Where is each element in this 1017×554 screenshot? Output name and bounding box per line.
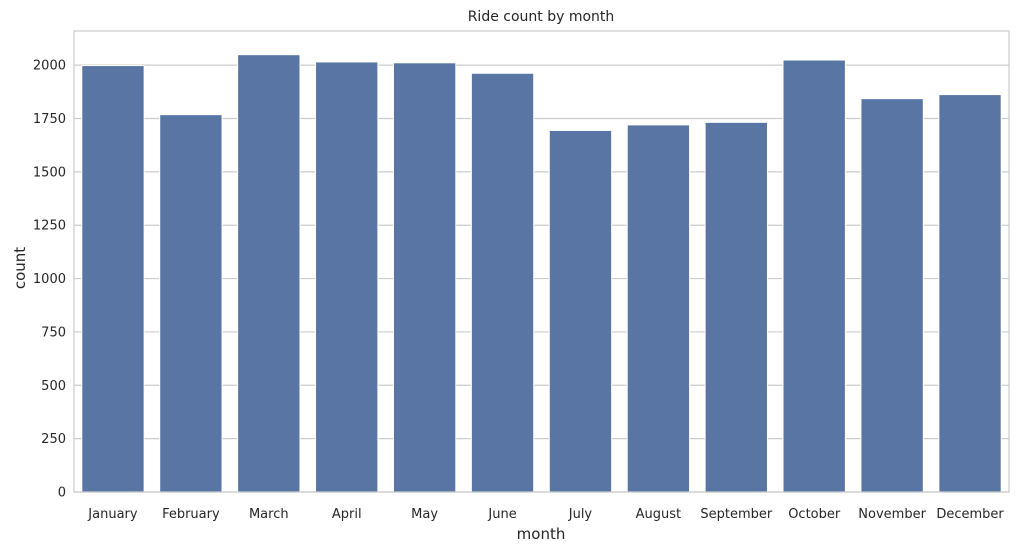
bar-layer	[81, 54, 1002, 493]
y-tick-label: 750	[41, 325, 66, 340]
y-tick-label: 1500	[33, 165, 66, 180]
x-tick-labels: January February March April May June July Augu…	[87, 507, 1004, 522]
x-tick-label: January	[87, 507, 138, 522]
bar-october	[782, 59, 846, 493]
y-tick-label: 0	[58, 486, 66, 501]
bar-december	[938, 94, 1002, 493]
bar-august	[626, 124, 691, 493]
x-tick-label: October	[788, 507, 841, 522]
x-tick-label: April	[332, 507, 362, 522]
x-tick-label: July	[568, 507, 593, 522]
y-tick-label: 1750	[33, 112, 66, 127]
bar-july	[548, 129, 613, 493]
y-tick-label: 2000	[33, 59, 66, 74]
x-tick-label: August	[636, 507, 682, 522]
bar-september	[704, 121, 768, 493]
y-tick-label: 1250	[33, 219, 66, 234]
x-axis-label: month	[517, 525, 566, 543]
x-tick-label: February	[162, 507, 220, 522]
bar-march	[237, 54, 301, 493]
y-tick-label: 500	[41, 379, 66, 394]
chart-title: Ride count by month	[468, 9, 615, 25]
grid-layer	[74, 64, 1009, 493]
bar-april	[315, 61, 379, 493]
x-tick-label: March	[249, 507, 289, 522]
bar-november	[860, 98, 924, 493]
x-tick-label: November	[858, 507, 926, 522]
plot-frame	[73, 30, 1010, 493]
y-tick-label: 1000	[33, 272, 66, 287]
y-tick-label: 250	[41, 432, 66, 447]
x-tick-label: May	[411, 507, 438, 522]
bar-february	[159, 114, 223, 493]
x-tick-label: December	[936, 507, 1004, 522]
y-tick-labels: 0 250 500 750 1000 1250 1500 1750 2000	[33, 59, 66, 501]
y-axis-label: count	[11, 247, 29, 289]
bar-january	[81, 65, 145, 493]
bar-june	[470, 72, 535, 493]
x-tick-label: June	[487, 507, 516, 522]
x-tick-label: September	[700, 507, 773, 522]
bar-may	[392, 62, 457, 493]
